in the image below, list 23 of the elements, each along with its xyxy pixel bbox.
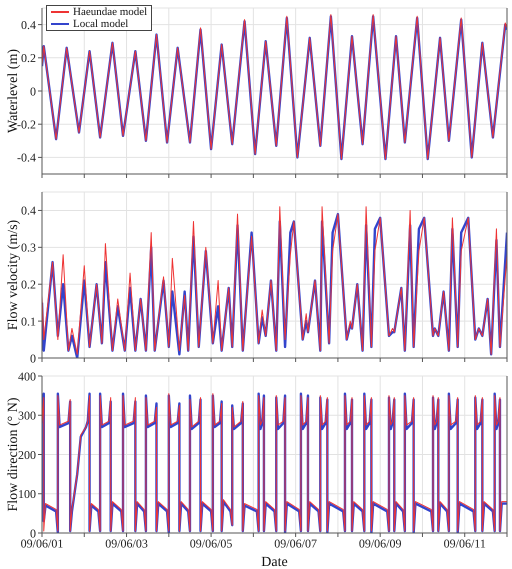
x-tick-label: 09/06/09	[358, 536, 402, 551]
x-tick-label: 09/06/03	[105, 536, 148, 551]
y-tick-label: 0.1	[21, 314, 36, 328]
legend-label: Local model	[73, 18, 128, 30]
y-tick-label: -0.4	[17, 150, 36, 165]
y-tick-label: 100	[18, 487, 36, 502]
y-tick-label: 200	[18, 448, 36, 462]
y-tick-label: 0.3	[21, 240, 36, 255]
y-tick-label: -0.2	[17, 117, 36, 132]
y-tick-label: 0.4	[21, 204, 36, 218]
y-axis-title: Flow velocity (m/s)	[6, 219, 21, 330]
x-tick-label: 09/06/11	[444, 536, 486, 551]
x-tick-label: 09/06/07	[274, 536, 317, 551]
legend-label: Haeundae model	[73, 6, 148, 18]
y-tick-label: 400	[18, 369, 36, 384]
y-tick-label: 0.4	[21, 18, 36, 32]
y-tick-label: 300	[18, 408, 36, 423]
y-tick-label: 0.2	[21, 277, 36, 292]
y-tick-label: 0.2	[21, 51, 36, 66]
y-tick-label: 0	[30, 84, 36, 98]
y-tick-label: 0	[30, 351, 36, 366]
x-axis-title: Date	[261, 555, 288, 569]
x-tick-label: 09/06/05	[190, 536, 232, 551]
